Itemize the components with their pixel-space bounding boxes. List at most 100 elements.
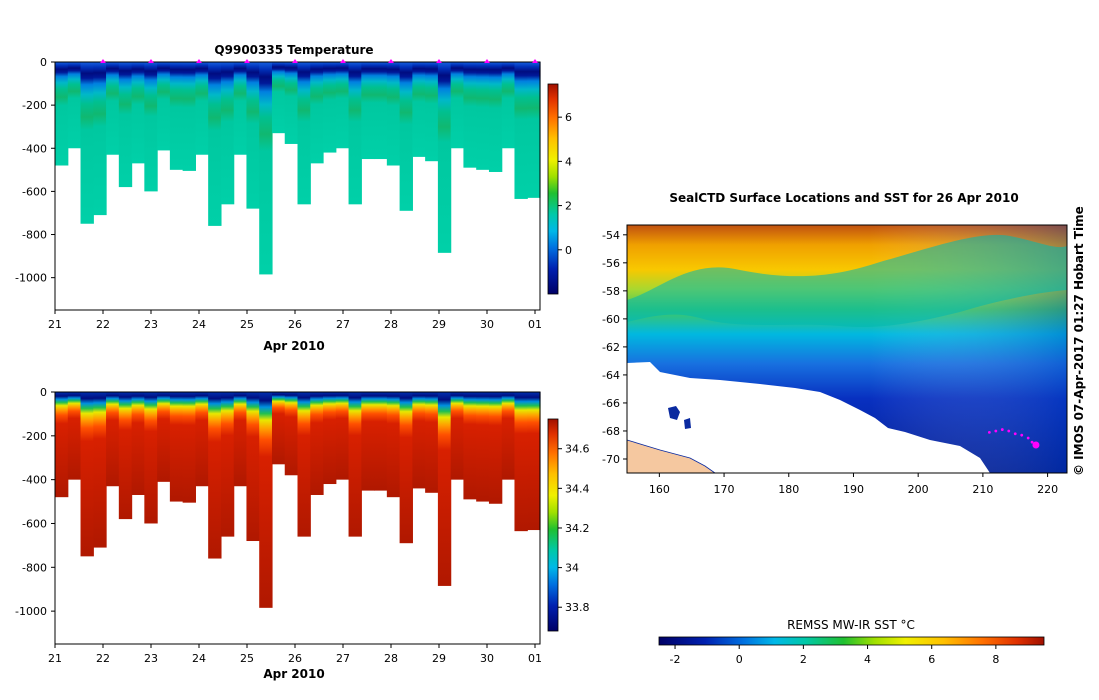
profile-marker bbox=[196, 59, 202, 63]
x-tick-label: 29 bbox=[432, 652, 446, 665]
lat-tick-label: -58 bbox=[602, 285, 620, 298]
profile-column-14 bbox=[220, 62, 235, 205]
y-tick-label: -1000 bbox=[15, 272, 47, 285]
profile-column-4 bbox=[93, 392, 107, 548]
profile-column-22 bbox=[323, 392, 337, 485]
profile-column-31 bbox=[437, 392, 452, 586]
track-point bbox=[987, 430, 991, 434]
profile-column-34 bbox=[476, 62, 490, 170]
lat-tick-label: -64 bbox=[602, 369, 620, 382]
x-tick-label: 26 bbox=[288, 318, 302, 331]
profile-column-7 bbox=[131, 392, 145, 495]
map-islands bbox=[668, 406, 691, 429]
profile-column-5 bbox=[106, 392, 120, 487]
salinity-profile-columns bbox=[55, 392, 541, 608]
x-tick-label: 22 bbox=[96, 318, 110, 331]
colorbar-tick-label: 0 bbox=[565, 244, 572, 257]
profile-column-25 bbox=[361, 392, 375, 491]
profile-column-22 bbox=[323, 62, 337, 153]
x-tick-label: 24 bbox=[192, 652, 206, 665]
profile-column-26 bbox=[374, 62, 388, 160]
profile-column-18 bbox=[271, 62, 286, 134]
profile-column-10 bbox=[169, 62, 184, 170]
y-tick-label: -400 bbox=[22, 142, 47, 155]
profile-column-12 bbox=[195, 62, 209, 155]
profile-column-21 bbox=[310, 392, 324, 495]
colorbar-tick-label: 34.4 bbox=[565, 482, 590, 495]
x-tick-label: 23 bbox=[144, 318, 158, 331]
y-tick-label: -1000 bbox=[15, 605, 47, 618]
x-tick-label: 30 bbox=[480, 652, 494, 665]
profile-column-37 bbox=[514, 392, 528, 532]
profile-column-28 bbox=[399, 62, 413, 211]
x-tick-label: 28 bbox=[384, 652, 398, 665]
profile-column-12 bbox=[195, 392, 209, 487]
temperature-profile-markers bbox=[100, 59, 538, 63]
profile-marker bbox=[340, 59, 346, 63]
sst-colorbar bbox=[658, 636, 1045, 646]
y-tick-label: -200 bbox=[22, 430, 47, 443]
y-tick-label: -800 bbox=[22, 561, 47, 574]
profile-column-13 bbox=[208, 62, 222, 226]
profile-column-17 bbox=[259, 62, 273, 275]
profile-marker bbox=[148, 59, 154, 63]
lon-tick-label: 170 bbox=[714, 483, 735, 496]
lon-tick-label: 180 bbox=[778, 483, 799, 496]
profile-column-36 bbox=[501, 62, 516, 149]
profile-column-7 bbox=[131, 62, 145, 164]
profile-column-14 bbox=[220, 392, 235, 537]
profile-column-38 bbox=[527, 62, 541, 198]
x-tick-label: 27 bbox=[336, 652, 350, 665]
salinity-x-axis: 21 22 23 24 25 26 27 28 29 30 01 bbox=[48, 644, 542, 665]
lat-tick-label: -60 bbox=[602, 313, 620, 326]
profile-column-6 bbox=[118, 392, 133, 520]
temperature-axes-frame bbox=[54, 61, 541, 311]
y-tick-label: -600 bbox=[22, 185, 47, 198]
track-point bbox=[1007, 429, 1011, 433]
profile-column-35 bbox=[488, 392, 503, 504]
profile-column-9 bbox=[157, 392, 171, 482]
profile-marker bbox=[244, 59, 250, 63]
profile-column-25 bbox=[361, 62, 375, 160]
salinity-colorbar bbox=[547, 418, 559, 632]
lon-tick-label: 210 bbox=[972, 483, 993, 496]
temperature-colorbar bbox=[547, 83, 559, 295]
map-title: SealCTD Surface Locations and SST for 26… bbox=[669, 191, 1018, 205]
lon-tick-label: 220 bbox=[1037, 483, 1058, 496]
profile-column-27 bbox=[386, 392, 401, 498]
profile-column-1 bbox=[55, 392, 69, 498]
x-tick-label: 23 bbox=[144, 652, 158, 665]
profile-column-20 bbox=[297, 392, 311, 537]
profile-marker bbox=[436, 59, 442, 63]
profile-marker bbox=[532, 59, 538, 63]
temperature-x-axis: 21 22 23 24 25 26 27 28 29 30 01 bbox=[48, 310, 542, 331]
track-point bbox=[1020, 433, 1024, 437]
temperature-y-axis: 0 -200 -400 -600 -800 -1000 bbox=[15, 56, 55, 285]
sst-tick-label: 4 bbox=[864, 653, 871, 666]
sst-tick-label: 2 bbox=[800, 653, 807, 666]
colorbar-tick-label: 34 bbox=[565, 562, 579, 575]
profile-marker bbox=[388, 59, 394, 63]
track-point bbox=[1013, 432, 1017, 436]
profile-column-24 bbox=[348, 62, 362, 205]
x-tick-label: 01 bbox=[528, 318, 542, 331]
profile-column-31 bbox=[437, 62, 452, 253]
profile-column-21 bbox=[310, 62, 324, 164]
track-point bbox=[1030, 440, 1034, 444]
temperature-section-plot: Q9900335 Temperature 0 -200 -400 -600 -800 -1… bbox=[15, 43, 572, 353]
profile-column-10 bbox=[169, 392, 184, 502]
lat-tick-label: -54 bbox=[602, 229, 620, 242]
profile-column-20 bbox=[297, 62, 311, 205]
lon-tick-label: 160 bbox=[649, 483, 670, 496]
salinity-axes-frame bbox=[54, 391, 541, 645]
x-tick-label: 25 bbox=[240, 318, 254, 331]
profile-column-18 bbox=[271, 392, 286, 465]
profile-column-36 bbox=[501, 392, 516, 480]
y-tick-label: -200 bbox=[22, 99, 47, 112]
imos-copyright-label: © IMOS 07-Apr-2017 01:27 Hobart Time bbox=[1072, 206, 1086, 476]
profile-column-15 bbox=[233, 62, 248, 155]
profile-column-16 bbox=[246, 62, 260, 209]
sst-colorbar-ticks: -2 0 2 4 6 8 bbox=[670, 645, 999, 666]
profile-column-23 bbox=[335, 62, 350, 149]
sst-map-plot: SealCTD Surface Locations and SST for 26… bbox=[602, 191, 1068, 666]
